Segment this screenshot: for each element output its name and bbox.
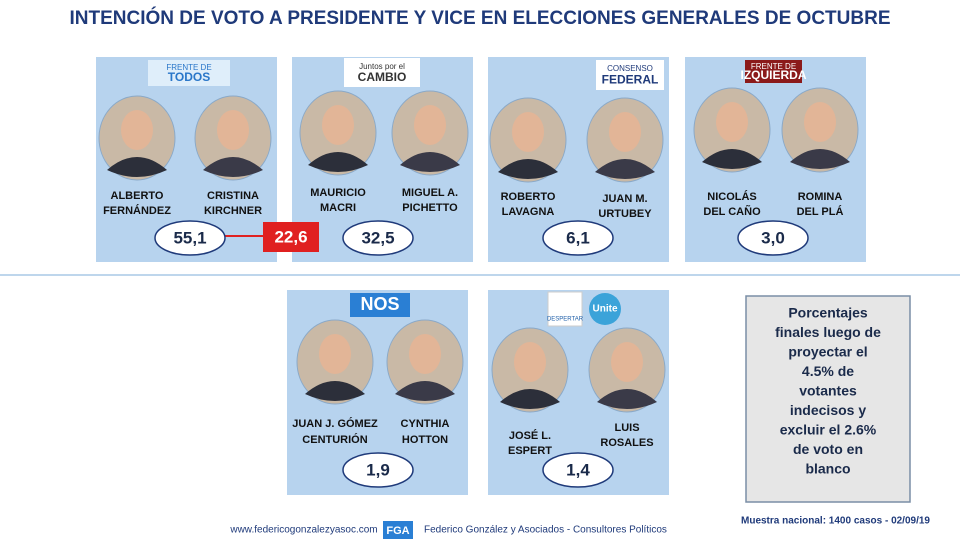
footer-badge: FGA [386, 525, 409, 537]
candidate-face [217, 110, 249, 150]
candidate-name: MAURICIO [310, 187, 366, 199]
vote-value: 55,1 [173, 228, 206, 247]
candidate-name: ROMINA [798, 191, 843, 203]
candidate-name: MACRI [320, 202, 356, 214]
vote-value: 1,9 [366, 460, 390, 479]
candidate-name: PICHETTO [402, 202, 458, 214]
party-logo-text: FEDERAL [602, 73, 659, 87]
party-logo-text: TODOS [168, 70, 210, 84]
candidate-name: ESPERT [508, 445, 552, 457]
candidate-body [498, 159, 558, 179]
candidate-face [609, 112, 641, 152]
candidate-name: LAVAGNA [502, 206, 555, 218]
note-line: finales luego de [775, 324, 881, 340]
candidate-name: CYNTHIA [401, 418, 450, 430]
candidate-name: JUAN J. GÓMEZ [292, 417, 378, 430]
vote-value: 6,1 [566, 228, 590, 247]
footer-badge-bg [383, 521, 413, 539]
vote-value-oval [542, 220, 614, 256]
candidate-face [414, 105, 446, 145]
difference-box [263, 222, 319, 252]
party-logo-text: NOS [360, 294, 399, 314]
candidate-face [716, 102, 748, 142]
party-logo-text: Unite [593, 304, 618, 315]
candidate-name: MIGUEL A. [402, 187, 458, 199]
party-logo-text: CAMBIO [358, 70, 407, 84]
vote-value-oval [737, 220, 809, 256]
note-line: votantes [799, 383, 857, 399]
footer-url: www.federicogonzalezyasoc.com [229, 525, 377, 536]
difference-value: 22,6 [274, 227, 307, 246]
party-logo-text: CONSENSO [607, 64, 653, 73]
party-logo-text: IZQUIERDA [741, 68, 807, 82]
candidate-body [595, 159, 655, 179]
candidate-face [512, 112, 544, 152]
party-logo [596, 60, 664, 90]
party-logo [745, 60, 802, 83]
vote-value-oval [342, 220, 414, 256]
candidate-body [395, 381, 455, 401]
candidate-name: ROSALES [600, 437, 653, 449]
candidate-face [514, 342, 546, 382]
candidate-name: DEL PLÁ [797, 205, 844, 218]
note-box [745, 295, 911, 503]
candidate-body [597, 389, 657, 409]
party-logo [589, 293, 621, 325]
vote-value: 32,5 [361, 228, 394, 247]
title: INTENCIÓN DE VOTO A PRESIDENTE Y VICE EN… [70, 7, 891, 29]
candidate-name: CRISTINA [207, 190, 259, 202]
vote-value-oval [154, 220, 226, 256]
candidate-face [319, 334, 351, 374]
candidate-face [409, 334, 441, 374]
candidate-face [804, 102, 836, 142]
party-logo [344, 58, 420, 87]
note-line: Porcentajes [788, 305, 868, 321]
vote-value-oval [542, 452, 614, 488]
candidate-body [107, 157, 167, 177]
candidate-name: JOSÉ L. [509, 429, 551, 442]
candidate-name: DEL CAÑO [703, 205, 761, 218]
candidate-name: URTUBEY [598, 208, 652, 220]
footer-firm: Federico González y Asociados - Consulto… [424, 525, 667, 536]
candidate-name: ALBERTO [111, 190, 164, 202]
vote-value: 1,4 [566, 460, 590, 479]
candidate-body [400, 152, 460, 172]
candidate-body [203, 157, 263, 177]
party-logo [350, 293, 410, 317]
candidate-name: CENTURIÓN [302, 433, 367, 446]
candidate-face [121, 110, 153, 150]
candidate-face [322, 105, 354, 145]
note-line: de voto en [793, 441, 863, 457]
candidate-body [308, 152, 368, 172]
party-logo-text: DESPERTAR [547, 317, 584, 323]
note-line: indecisos y [790, 402, 866, 418]
party-logo-text: FRENTE DE [751, 62, 796, 71]
candidate-name: JUAN M. [602, 193, 647, 205]
candidate-face [611, 342, 643, 382]
note-line: excluir el 2.6% [780, 422, 877, 438]
candidate-body [702, 149, 762, 169]
party-logo [148, 60, 230, 86]
note-line: blanco [805, 461, 850, 477]
candidate-body [500, 389, 560, 409]
party-logo [547, 291, 583, 327]
note-line: proyectar el [788, 344, 867, 360]
party-logo-text: FRENTE DE [166, 63, 211, 72]
candidate-body [790, 149, 850, 169]
candidate-name: KIRCHNER [204, 205, 262, 217]
candidate-name: ROBERTO [501, 191, 556, 203]
candidate-name: FERNÁNDEZ [103, 204, 171, 217]
note-line: 4.5% de [802, 363, 854, 379]
candidate-name: HOTTON [402, 434, 448, 446]
candidate-body [305, 381, 365, 401]
vote-value-oval [342, 452, 414, 488]
footer-sample: Muestra nacional: 1400 casos - 02/09/19 [741, 516, 930, 527]
vote-value: 3,0 [761, 228, 785, 247]
party-logo-text: Juntos por el [359, 62, 405, 71]
candidate-name: LUIS [614, 422, 639, 434]
candidate-name: NICOLÁS [707, 190, 757, 203]
